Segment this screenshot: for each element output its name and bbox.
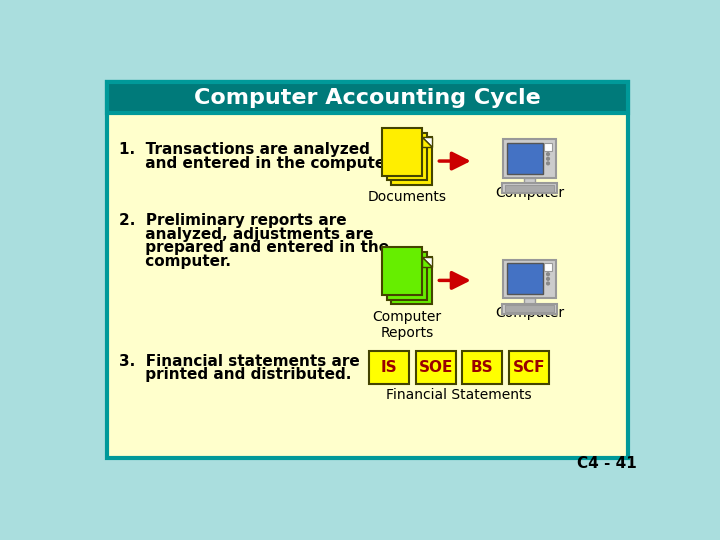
Text: 3.  Financial statements are: 3. Financial statements are [120,354,360,368]
Text: IS: IS [381,360,397,375]
FancyBboxPatch shape [462,351,503,383]
FancyBboxPatch shape [502,303,557,314]
FancyBboxPatch shape [505,185,554,192]
Circle shape [546,162,549,165]
Circle shape [546,157,549,160]
Circle shape [546,153,549,156]
Text: SOE: SOE [418,360,453,375]
FancyBboxPatch shape [392,137,432,185]
FancyBboxPatch shape [508,351,549,383]
FancyBboxPatch shape [107,82,628,112]
FancyBboxPatch shape [503,139,556,178]
Text: C4 - 41: C4 - 41 [577,456,637,471]
Circle shape [546,278,549,280]
Text: analyzed, adjustments are: analyzed, adjustments are [120,226,374,241]
FancyBboxPatch shape [387,132,427,180]
FancyBboxPatch shape [415,351,456,383]
Text: Financial Statements: Financial Statements [386,388,531,402]
FancyBboxPatch shape [382,128,423,176]
FancyBboxPatch shape [524,178,535,184]
FancyBboxPatch shape [507,264,543,294]
Text: Documents: Documents [367,190,446,204]
Text: printed and distributed.: printed and distributed. [120,367,352,382]
FancyBboxPatch shape [505,305,554,312]
Text: Computer: Computer [495,186,564,200]
FancyBboxPatch shape [544,143,552,151]
Text: BS: BS [471,360,493,375]
Text: Computer Accounting Cycle: Computer Accounting Cycle [194,88,541,108]
FancyBboxPatch shape [369,351,409,383]
FancyBboxPatch shape [382,247,423,295]
Circle shape [546,282,549,285]
FancyBboxPatch shape [503,260,556,298]
Polygon shape [422,256,432,267]
Polygon shape [422,137,432,147]
Circle shape [546,273,549,275]
Text: 1.  Transactions are analyzed: 1. Transactions are analyzed [120,142,370,157]
FancyBboxPatch shape [107,82,628,457]
Text: and entered in the computer.: and entered in the computer. [120,156,397,171]
FancyBboxPatch shape [544,264,552,271]
FancyBboxPatch shape [524,298,535,303]
FancyBboxPatch shape [387,252,427,300]
FancyBboxPatch shape [392,256,432,304]
Polygon shape [422,137,432,147]
Text: Computer: Computer [495,306,564,320]
FancyBboxPatch shape [507,143,543,174]
Text: 2.  Preliminary reports are: 2. Preliminary reports are [120,213,347,228]
Text: Computer
Reports: Computer Reports [372,309,441,340]
FancyBboxPatch shape [502,184,557,193]
Text: SCF: SCF [513,360,545,375]
Text: prepared and entered in the: prepared and entered in the [120,240,390,255]
Text: computer.: computer. [120,254,231,269]
Polygon shape [422,256,432,267]
